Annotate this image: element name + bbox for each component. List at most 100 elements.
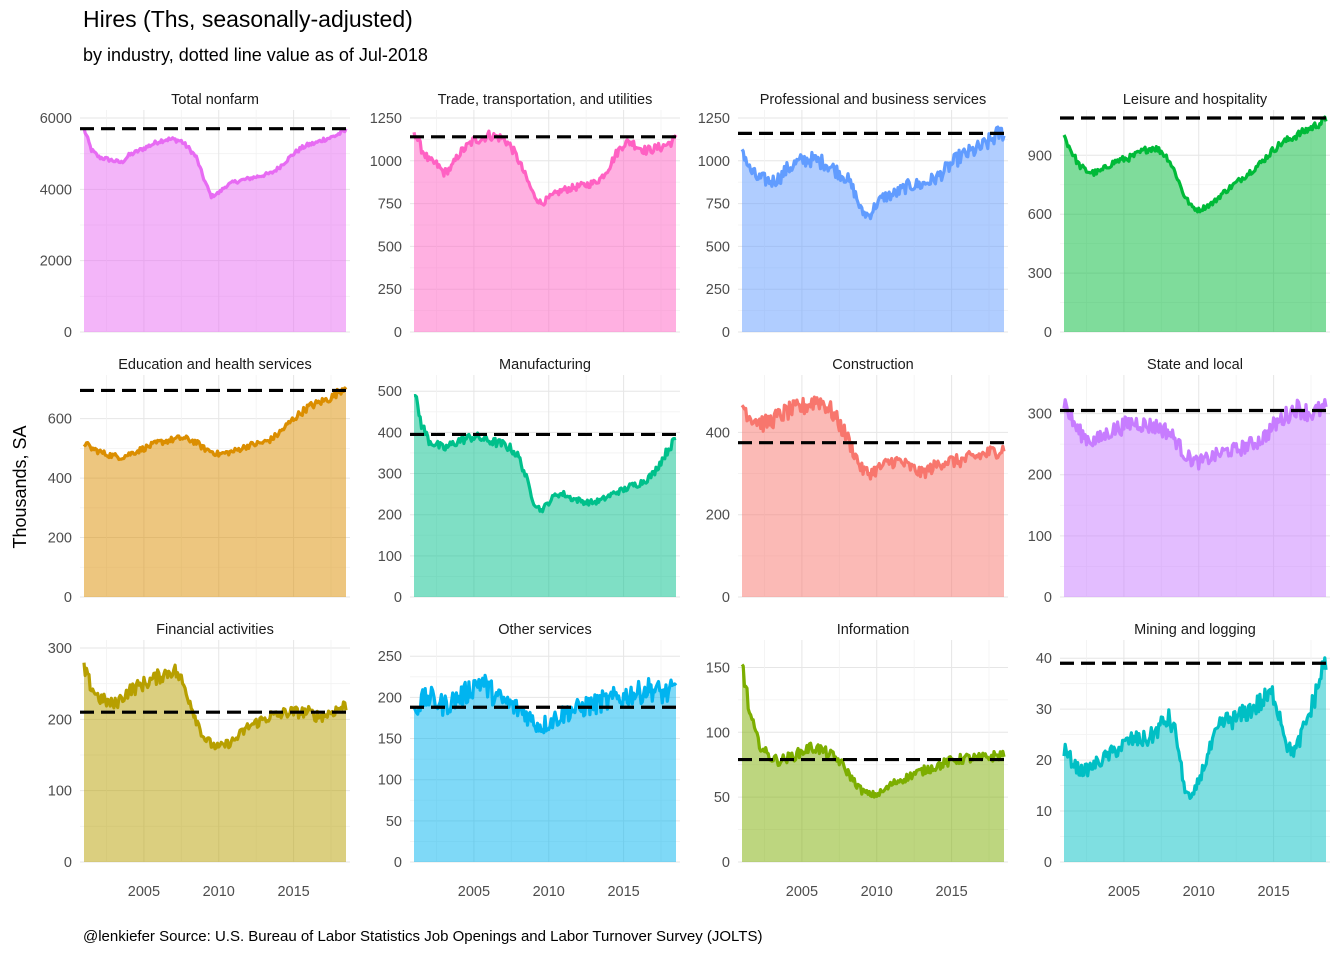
panel-10: Other services 0 50 100 150 200 250 2005 2010 201… xyxy=(378,622,680,900)
y-tick-label: 300 xyxy=(1028,266,1052,282)
area-fill xyxy=(742,127,1004,332)
y-tick-label: 0 xyxy=(394,855,402,871)
y-tick-label: 4000 xyxy=(40,182,72,198)
y-tick-label: 0 xyxy=(1044,590,1052,606)
x-tick-label: 2015 xyxy=(607,884,639,900)
series-line xyxy=(1062,398,1328,471)
y-tick-label: 0 xyxy=(722,325,730,341)
area-fill xyxy=(84,388,346,597)
area-fill xyxy=(742,664,1004,862)
y-tick-label: 6000 xyxy=(40,111,72,127)
y-tick-label: 30 xyxy=(1036,702,1052,718)
panel-11: Information 0 50 100 150 2005 2010 2015 xyxy=(706,622,1008,900)
y-tick-label: 200 xyxy=(706,508,730,524)
y-tick-label: 200 xyxy=(48,712,72,728)
y-tick-label: 100 xyxy=(48,784,72,800)
y-tick-label: 0 xyxy=(722,590,730,606)
source-caption: @lenkiefer Source: U.S. Bureau of Labor … xyxy=(83,928,763,945)
panel-title: Trade, transportation, and utilities xyxy=(438,92,653,108)
x-tick-label: 2005 xyxy=(1108,884,1140,900)
panel-9: Financial activities 0 100 200 300 2005 2010 20… xyxy=(48,622,350,900)
y-tick-label: 20 xyxy=(1036,753,1052,769)
x-tick-label: 2015 xyxy=(277,884,309,900)
y-tick-label: 1000 xyxy=(370,154,402,170)
panel-title: Manufacturing xyxy=(499,357,591,373)
y-tick-label: 500 xyxy=(378,239,402,255)
x-tick-label: 2010 xyxy=(861,884,893,900)
y-tick-label: 0 xyxy=(722,855,730,871)
y-tick-label: 100 xyxy=(1028,529,1052,545)
panel-title: Construction xyxy=(832,357,913,373)
y-tick-label: 100 xyxy=(378,773,402,789)
y-tick-label: 1000 xyxy=(698,154,730,170)
x-tick-label: 2010 xyxy=(533,884,565,900)
y-tick-label: 10 xyxy=(1036,804,1052,820)
y-tick-label: 300 xyxy=(48,641,72,657)
panel-5: Education and health services 0 200 400 600 xyxy=(48,357,350,606)
panel-title: State and local xyxy=(1147,357,1243,373)
area-fill xyxy=(1064,399,1326,597)
x-tick-label: 2015 xyxy=(1257,884,1289,900)
panel-4: Leisure and hospitality 0 300 600 900 xyxy=(1028,92,1330,341)
x-tick-label: 2015 xyxy=(935,884,967,900)
x-tick-label: 2010 xyxy=(1183,884,1215,900)
y-tick-label: 200 xyxy=(378,690,402,706)
area-fill xyxy=(84,127,346,333)
series-line xyxy=(1062,115,1328,214)
panel-title: Leisure and hospitality xyxy=(1123,92,1268,108)
y-tick-label: 0 xyxy=(1044,325,1052,341)
y-tick-label: 0 xyxy=(64,855,72,871)
area-fill xyxy=(414,395,676,597)
panel-3: Professional and business services 0 250 50… xyxy=(698,92,1008,341)
y-tick-label: 250 xyxy=(378,649,402,665)
y-tick-label: 2000 xyxy=(40,254,72,270)
y-tick-label: 50 xyxy=(386,814,402,830)
x-tick-label: 2005 xyxy=(128,884,160,900)
y-tick-label: 1250 xyxy=(698,111,730,127)
y-tick-label: 200 xyxy=(1028,468,1052,484)
y-tick-label: 0 xyxy=(1044,855,1052,871)
panel-title: Information xyxy=(837,622,910,638)
chart-title: Hires (Ths, seasonally-adjusted) xyxy=(83,6,413,32)
y-tick-label: 250 xyxy=(706,282,730,298)
panel-7: Construction 0 200 400 xyxy=(706,357,1008,606)
panel-title: Education and health services xyxy=(118,357,311,373)
y-tick-label: 40 xyxy=(1036,651,1052,667)
panel-8: State and local 0 100 200 300 xyxy=(1028,357,1330,606)
panel-title: Professional and business services xyxy=(760,92,986,108)
y-tick-label: 750 xyxy=(378,197,402,213)
panel-2: Trade, transportation, and utilities 0 250… xyxy=(370,92,680,341)
chart-subtitle: by industry, dotted line value as of Jul… xyxy=(83,45,428,65)
y-tick-label: 400 xyxy=(706,425,730,441)
series-line xyxy=(740,395,1006,481)
x-tick-label: 2005 xyxy=(458,884,490,900)
y-tick-label: 150 xyxy=(706,660,730,676)
area-fill xyxy=(84,662,346,862)
series-line xyxy=(413,394,677,514)
y-tick-label: 900 xyxy=(1028,148,1052,164)
series-line xyxy=(82,386,348,462)
x-tick-label: 2005 xyxy=(786,884,818,900)
area-fill xyxy=(1064,117,1326,332)
y-tick-label: 100 xyxy=(378,549,402,565)
x-tick-label: 2010 xyxy=(203,884,235,900)
y-tick-label: 0 xyxy=(394,325,402,341)
y-tick-label: 150 xyxy=(378,732,402,748)
y-tick-label: 50 xyxy=(714,790,730,806)
y-tick-label: 300 xyxy=(378,467,402,483)
panel-title: Financial activities xyxy=(156,622,274,638)
y-tick-label: 0 xyxy=(394,590,402,606)
series-line xyxy=(82,127,348,200)
y-tick-label: 300 xyxy=(1028,407,1052,423)
panel-6: Manufacturing 0 100 200 300 400 500 xyxy=(378,357,680,606)
series-line xyxy=(412,673,678,735)
y-tick-label: 750 xyxy=(706,197,730,213)
y-tick-label: 400 xyxy=(48,471,72,487)
panel-title: Total nonfarm xyxy=(171,92,259,108)
y-tick-label: 600 xyxy=(48,412,72,428)
y-tick-label: 0 xyxy=(64,325,72,341)
y-tick-label: 600 xyxy=(1028,207,1052,223)
y-tick-label: 200 xyxy=(48,531,72,547)
